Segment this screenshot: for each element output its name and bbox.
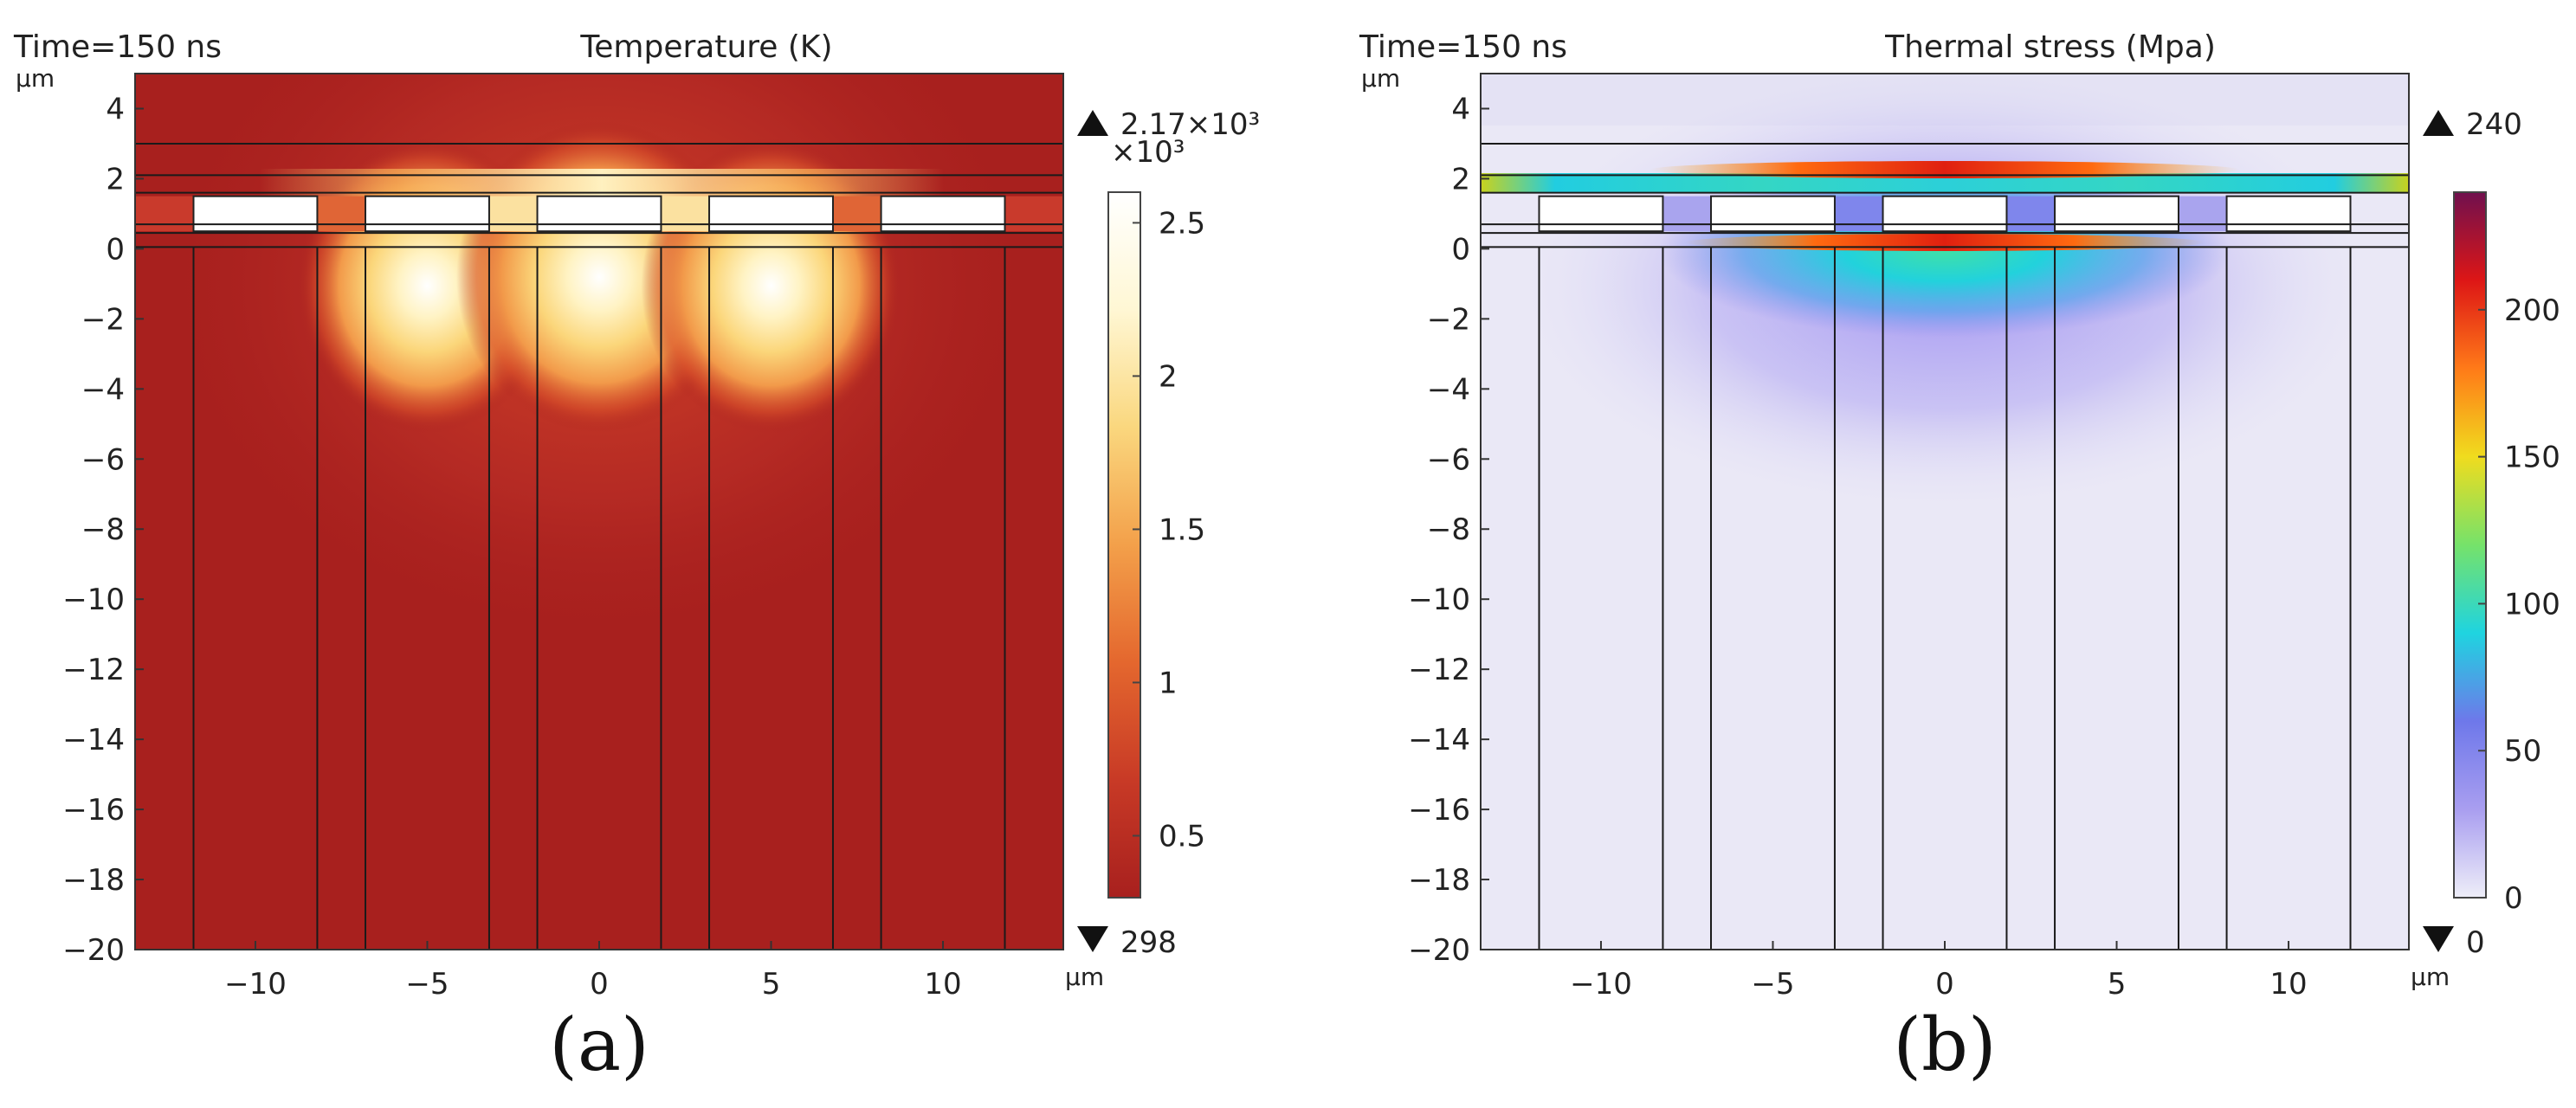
y-tick-label: 4 <box>106 92 125 126</box>
y-tick-label: −2 <box>81 302 125 337</box>
pillar-region <box>1662 196 1712 232</box>
panel-a-min-triangle-icon <box>1077 926 1108 952</box>
panel-a-y-unit: µm <box>16 64 55 93</box>
panel-b-colorbar-max: 240 <box>2466 107 2522 142</box>
panel-b-caption: (b) <box>1893 1002 1996 1087</box>
panel-a-time-label: Time=150 ns <box>13 29 222 65</box>
void-cavity <box>2054 195 2179 233</box>
x-tick-label: 0 <box>1935 967 1954 1002</box>
panel-a-colorbar <box>1107 191 1141 899</box>
x-tick-label: 10 <box>2269 967 2307 1002</box>
y-tick-label: −12 <box>1408 653 1470 687</box>
y-tick-label: −4 <box>81 372 125 407</box>
y-tick-label: 4 <box>1451 92 1470 126</box>
panel-b-min-triangle-icon <box>2423 926 2454 952</box>
panel-b-time-label: Time=150 ns <box>1359 29 1567 65</box>
x-tick-label: −5 <box>1751 967 1794 1002</box>
panel-a-colorbar-max: 2.17×10³ <box>1120 107 1260 142</box>
pillar-region <box>2178 196 2227 232</box>
void-cavity <box>1882 195 2008 233</box>
void-cavity <box>365 195 490 233</box>
panel-b-max-triangle-icon <box>2423 110 2454 136</box>
colorbar-tick-label: 150 <box>2504 441 2560 475</box>
panel-a-title: Temperature (K) <box>579 29 832 65</box>
colorbar-tick-label: 1.5 <box>1159 512 1205 547</box>
panel-a-caption: (a) <box>549 1002 649 1087</box>
colorbar-tick-label: 0 <box>2504 881 2523 916</box>
x-tick-label: 10 <box>924 967 961 1002</box>
y-tick-label: −4 <box>1427 372 1470 407</box>
pillar-region <box>488 196 538 232</box>
y-tick-label: 2 <box>106 162 125 196</box>
panel-a-colorbar-min: 298 <box>1120 925 1177 960</box>
x-tick-label: 5 <box>2108 967 2127 1002</box>
y-tick-label: 0 <box>1451 232 1470 267</box>
y-tick-label: −18 <box>1408 863 1470 898</box>
panel-a-heatmap-field <box>135 74 1063 950</box>
x-tick-label: −10 <box>1570 967 1632 1002</box>
panel-a-x-unit: µm <box>1065 963 1104 991</box>
y-tick-label: 2 <box>1451 162 1470 196</box>
panel-a-temperature: Time=150 ns Temperature (K) µm µm −10 −5 0… <box>13 29 1260 1087</box>
void-cavity <box>708 195 834 233</box>
panel-b-heatmap-field <box>1481 74 2409 950</box>
y-tick-label: −10 <box>62 583 125 617</box>
x-tick-label: −5 <box>405 967 449 1002</box>
pillar-region <box>135 196 194 232</box>
y-tick-label: −6 <box>1427 442 1470 477</box>
y-tick-label: −16 <box>62 793 125 828</box>
pillar-region <box>1834 196 1883 232</box>
y-tick-label: −10 <box>1408 583 1470 617</box>
y-tick-label: −14 <box>62 723 125 757</box>
colorbar-tick-label: 1 <box>1159 666 1178 700</box>
pillar-region <box>661 196 710 232</box>
panel-a-colorbar-multiplier: ×10³ <box>1111 135 1185 170</box>
pillar-region <box>832 196 881 232</box>
pillar-region <box>1004 196 1063 232</box>
void-cavity <box>880 195 1006 233</box>
void-cavity <box>1538 195 1664 233</box>
x-tick-label: −10 <box>224 967 287 1002</box>
void-cavity <box>536 195 662 233</box>
y-tick-label: −20 <box>62 933 125 968</box>
y-tick-label: −16 <box>1408 793 1470 828</box>
colorbar-tick-label: 2.5 <box>1159 206 1205 241</box>
pillar-region <box>2006 196 2056 232</box>
y-tick-label: −6 <box>81 442 125 477</box>
panel-b-title: Thermal stress (Mpa) <box>1884 29 2216 65</box>
panel-b-colorbar <box>2453 191 2487 899</box>
y-tick-label: −8 <box>81 512 125 547</box>
colorbar-tick-label: 200 <box>2504 293 2560 328</box>
void-cavity <box>2225 195 2352 233</box>
x-tick-label: 5 <box>762 967 781 1002</box>
y-tick-label: −14 <box>1408 723 1470 757</box>
y-tick-label: 0 <box>106 232 125 267</box>
panel-b-colorbar-min: 0 <box>2466 925 2485 960</box>
panel-b-thermal-stress: Time=150 ns Thermal stress (Mpa) µm µm −… <box>1359 29 2560 1087</box>
colorbar-tick-label: 2 <box>1159 359 1178 394</box>
y-tick-label: −2 <box>1427 302 1470 337</box>
pillar-region <box>317 196 366 232</box>
y-tick-label: −20 <box>1408 933 1470 968</box>
panel-b-y-unit: µm <box>1361 64 1400 93</box>
colorbar-tick-label: 0.5 <box>1159 819 1205 854</box>
void-cavity <box>1710 195 1836 233</box>
y-tick-label: −12 <box>62 653 125 687</box>
y-tick-label: −8 <box>1427 512 1470 547</box>
colorbar-tick-label: 100 <box>2504 587 2560 622</box>
panel-b-x-unit: µm <box>2411 963 2450 991</box>
panel-a-max-triangle-icon <box>1077 110 1108 136</box>
y-tick-label: −18 <box>62 863 125 898</box>
void-cavity <box>192 195 319 233</box>
x-tick-label: 0 <box>590 967 609 1002</box>
colorbar-tick-label: 50 <box>2504 734 2541 769</box>
